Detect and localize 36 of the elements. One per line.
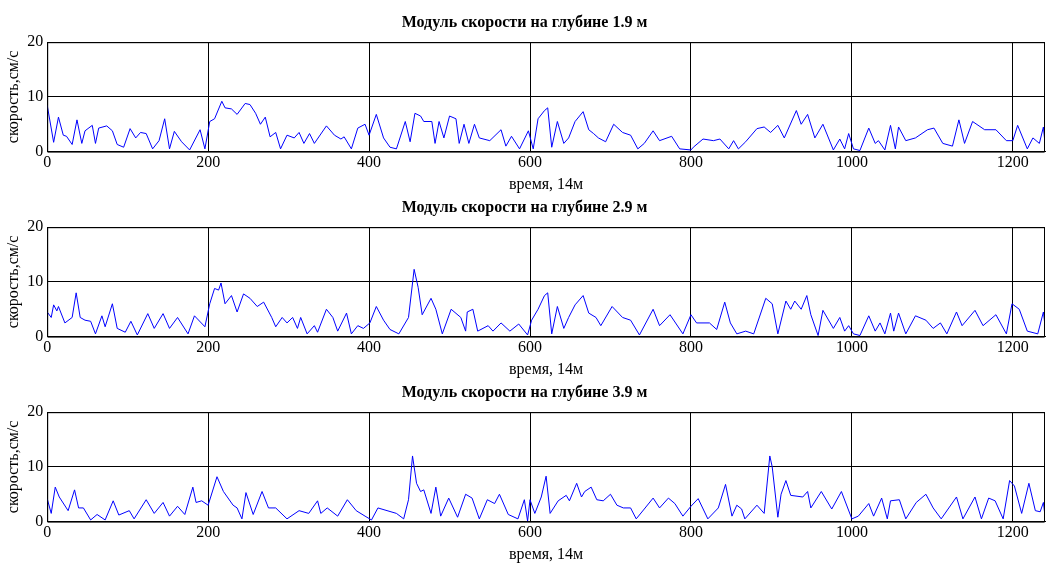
x-tick-label: 200 [196,523,221,541]
x-tick-label: 1000 [835,153,868,171]
y-tick-label: 20 [27,217,44,235]
x-tick-label: 1000 [835,338,868,356]
x-tick-label: 400 [357,523,382,541]
chart-title: Модуль скорости на глубине 3.9 м [401,382,648,401]
x-tick-label: 200 [196,153,221,171]
y-tick-label: 0 [35,141,44,159]
x-tick-label: 800 [678,338,703,356]
y-tick-label: 10 [27,272,44,290]
y-axis-title: скорость,см/с [3,50,22,144]
y-tick-label: 20 [27,32,44,50]
y-tick-label: 0 [35,511,44,529]
x-axis-title: время, 14м [508,544,584,563]
x-tick-label: 600 [518,153,543,171]
x-tick-label: 1200 [996,338,1029,356]
x-tick-label: 600 [518,338,543,356]
y-axis-title: скорость,см/с [3,235,22,329]
x-tick-label: 800 [678,153,703,171]
y-tick-label: 10 [27,87,44,105]
x-axis-title: время, 14м [508,359,584,378]
x-tick-label: 600 [518,523,543,541]
x-tick-label: 400 [357,153,382,171]
x-tick-label: 400 [357,338,382,356]
y-tick-label: 10 [27,457,44,475]
chart-title: Модуль скорости на глубине 1.9 м [401,12,648,31]
chart-title: Модуль скорости на глубине 2.9 м [401,197,648,216]
x-tick-label: 1200 [996,523,1029,541]
y-axis-title: скорость,см/с [3,420,22,514]
y-tick-label: 20 [27,402,44,420]
x-tick-label: 1000 [835,523,868,541]
x-axis-title: время, 14м [508,174,584,193]
x-tick-label: 800 [678,523,703,541]
x-tick-label: 200 [196,338,221,356]
y-tick-label: 0 [35,326,44,344]
x-tick-label: 1200 [996,153,1029,171]
